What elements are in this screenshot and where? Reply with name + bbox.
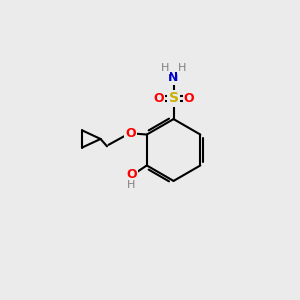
Text: O: O <box>184 92 194 105</box>
Text: H: H <box>160 63 169 74</box>
Text: O: O <box>153 92 164 105</box>
Text: S: S <box>169 92 178 106</box>
Text: N: N <box>168 71 179 84</box>
Text: O: O <box>125 127 136 140</box>
Text: O: O <box>127 168 137 181</box>
Text: H: H <box>178 63 187 74</box>
Text: H: H <box>126 181 135 190</box>
